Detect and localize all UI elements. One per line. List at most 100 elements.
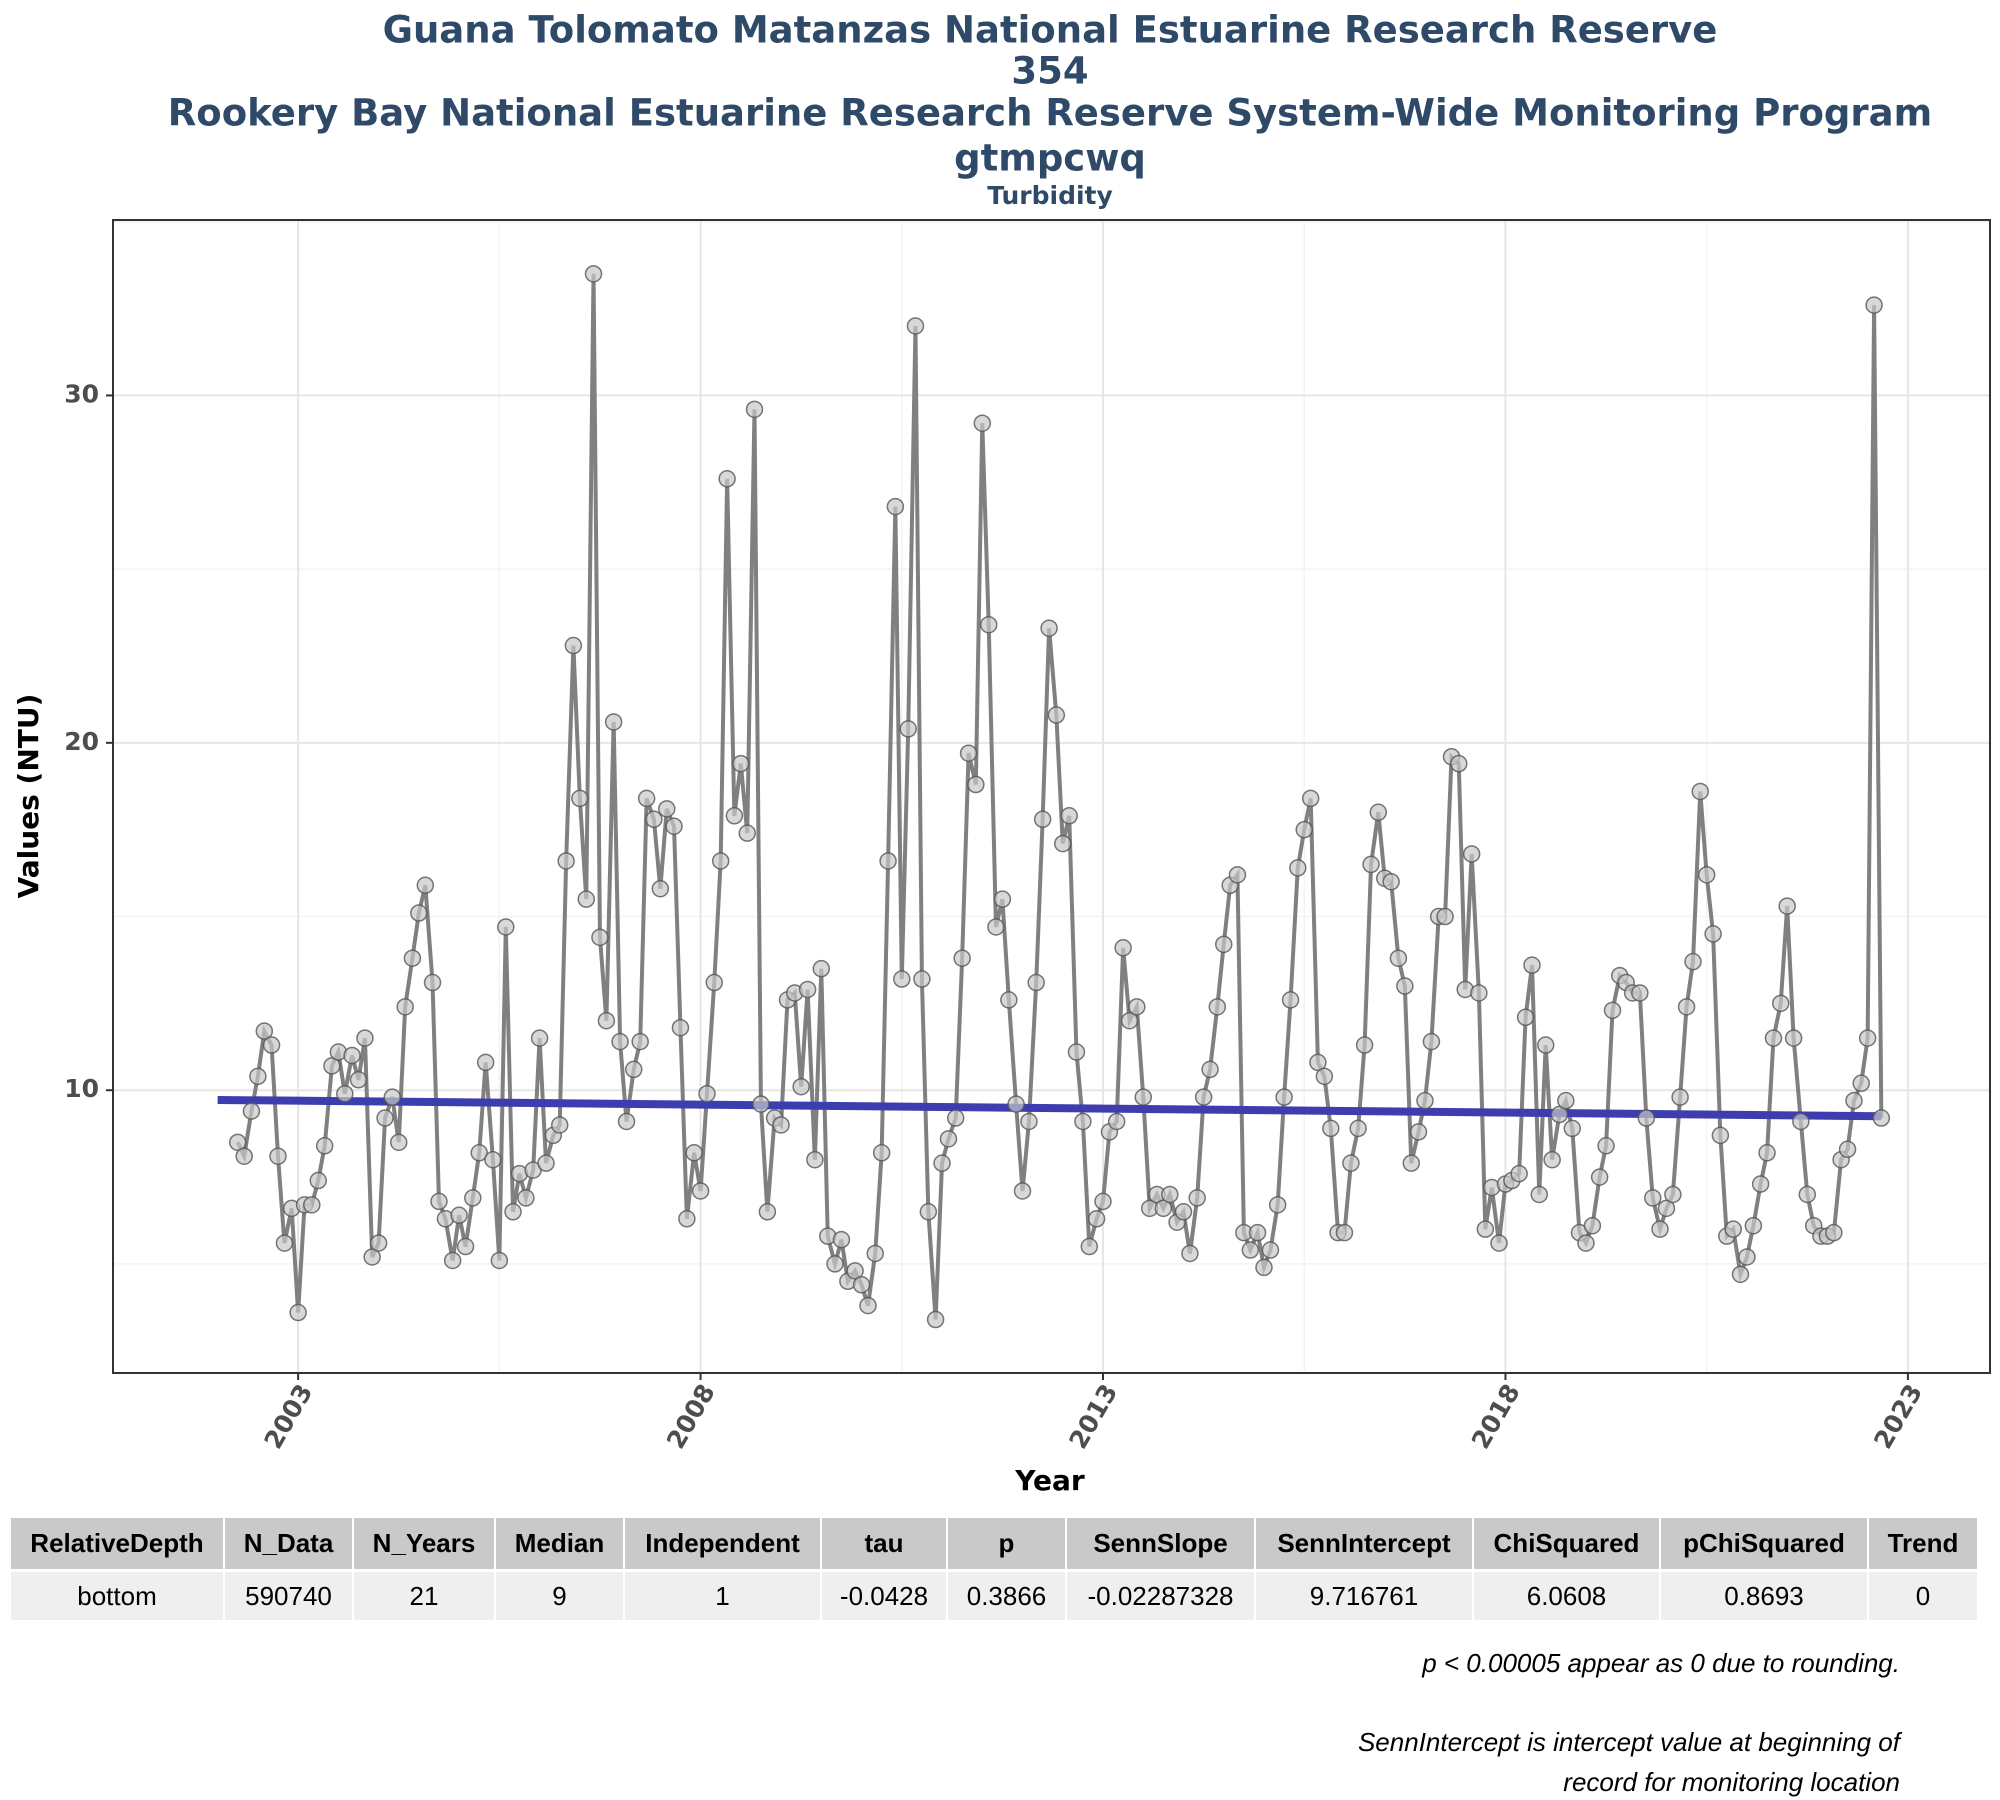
data-point bbox=[893, 970, 911, 988]
data-point bbox=[711, 852, 730, 870]
data-point bbox=[1845, 1091, 1863, 1110]
data-point bbox=[1241, 1241, 1260, 1259]
data-point bbox=[303, 1196, 321, 1214]
table-cell: 0.3866 bbox=[948, 1569, 1065, 1620]
data-point bbox=[1462, 845, 1481, 863]
data-point bbox=[899, 720, 917, 738]
data-point bbox=[852, 1276, 871, 1294]
data-point bbox=[1778, 897, 1796, 915]
table-cell: -0.02287328 bbox=[1067, 1569, 1254, 1620]
data-point bbox=[315, 1137, 334, 1155]
x-axis-title: Year bbox=[1014, 1464, 1085, 1497]
data-point bbox=[1476, 1220, 1495, 1238]
data-point bbox=[1027, 973, 1045, 992]
data-point bbox=[1295, 820, 1313, 839]
data-point bbox=[1557, 1091, 1575, 1110]
data-point bbox=[1597, 1137, 1615, 1155]
data-point bbox=[718, 470, 736, 488]
data-point bbox=[1651, 1220, 1669, 1238]
data-point bbox=[537, 1154, 555, 1172]
data-point bbox=[470, 1144, 488, 1162]
data-point bbox=[1758, 1144, 1776, 1162]
data-point bbox=[1490, 1234, 1508, 1252]
data-point bbox=[1536, 1036, 1555, 1054]
table-cell: 0.8693 bbox=[1661, 1569, 1867, 1620]
data-point bbox=[1450, 754, 1468, 773]
table-header-cell: N_Data bbox=[225, 1518, 352, 1569]
data-point bbox=[671, 1018, 690, 1037]
data-point bbox=[416, 876, 435, 895]
data-point bbox=[1764, 1029, 1783, 1047]
data-point bbox=[275, 1234, 294, 1252]
data-point bbox=[450, 1206, 468, 1225]
data-point bbox=[443, 1251, 462, 1270]
data-point bbox=[1422, 1032, 1441, 1051]
data-point bbox=[1087, 1210, 1106, 1228]
data-point bbox=[530, 1029, 549, 1047]
note: SennIntercept is intercept value at begi… bbox=[1357, 1727, 1900, 1757]
data-point bbox=[1174, 1203, 1193, 1221]
data-point bbox=[1631, 984, 1649, 1002]
data-point bbox=[1268, 1196, 1287, 1214]
data-point bbox=[967, 775, 985, 794]
table-cell: -0.0428 bbox=[822, 1569, 946, 1620]
data-point bbox=[745, 400, 764, 419]
data-point bbox=[1825, 1223, 1843, 1242]
y-tick-label: 10 bbox=[64, 1074, 99, 1103]
data-point bbox=[1261, 1241, 1280, 1259]
data-point bbox=[1704, 925, 1722, 943]
data-point bbox=[953, 949, 971, 967]
data-point bbox=[571, 789, 589, 808]
data-point bbox=[591, 928, 609, 947]
data-point bbox=[732, 754, 750, 773]
data-point bbox=[658, 800, 676, 818]
table-body: bottom 590740 21 9 1 -0.0428 0.3866 -0.02287328… bbox=[11, 1569, 1977, 1620]
data-point bbox=[1852, 1074, 1870, 1093]
data-point bbox=[812, 959, 831, 978]
data-point bbox=[1094, 1192, 1112, 1211]
data-point bbox=[1228, 866, 1247, 884]
data-point bbox=[383, 1088, 402, 1106]
data-point bbox=[410, 904, 428, 922]
data-point bbox=[1798, 1185, 1817, 1204]
data-point bbox=[913, 970, 931, 988]
chart: Guana Tolomato Matanzas National Estuari… bbox=[12, 9, 1991, 1497]
data-point bbox=[497, 918, 515, 936]
data-point bbox=[1248, 1223, 1267, 1242]
data-point bbox=[826, 1255, 844, 1273]
table-header-cell: tau bbox=[822, 1518, 946, 1569]
data-point bbox=[1724, 1220, 1742, 1238]
plot-background bbox=[113, 220, 1990, 1373]
table-header-cell: pChiSquared bbox=[1661, 1518, 1867, 1569]
data-point bbox=[698, 1084, 716, 1103]
table-header: RelativeDepth N_Data N_Years Median Independ… bbox=[11, 1518, 1977, 1569]
data-point bbox=[946, 1109, 965, 1127]
data-point bbox=[933, 1154, 951, 1172]
data-point bbox=[1784, 1029, 1803, 1047]
table-cell: 1 bbox=[625, 1569, 820, 1620]
data-point bbox=[1007, 1095, 1025, 1113]
data-point bbox=[1731, 1265, 1750, 1284]
y-tick-label: 20 bbox=[64, 727, 99, 756]
data-point bbox=[564, 636, 583, 655]
data-point bbox=[249, 1067, 267, 1086]
data-point bbox=[476, 1053, 495, 1072]
data-point bbox=[1301, 789, 1320, 808]
data-point bbox=[289, 1303, 307, 1322]
chart-title: 354 bbox=[1011, 50, 1088, 93]
data-point bbox=[1738, 1248, 1756, 1266]
data-point bbox=[1590, 1168, 1609, 1186]
data-point bbox=[1369, 803, 1388, 822]
data-point bbox=[456, 1237, 475, 1256]
data-point bbox=[1792, 1112, 1810, 1131]
data-point bbox=[939, 1130, 958, 1148]
data-point bbox=[1362, 855, 1380, 874]
data-point bbox=[1409, 1123, 1428, 1141]
data-point bbox=[1013, 1182, 1032, 1200]
data-point bbox=[1208, 998, 1227, 1016]
data-point bbox=[1396, 977, 1414, 995]
data-point bbox=[1523, 956, 1541, 974]
data-point bbox=[705, 973, 724, 992]
y-axis-title: Values (NTU) bbox=[12, 694, 45, 899]
data-point bbox=[517, 1189, 535, 1207]
